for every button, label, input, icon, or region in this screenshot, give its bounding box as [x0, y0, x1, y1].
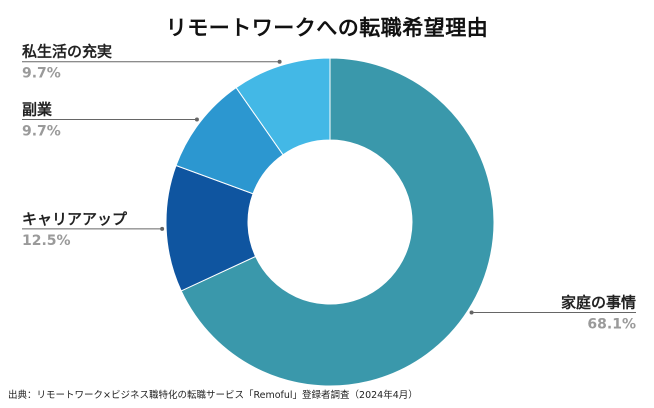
chart-title: リモートワークへの転職希望理由	[165, 16, 489, 40]
label-value-2: 9.7%	[22, 123, 61, 139]
slice-3	[235, 57, 331, 156]
label-name-2: 副業	[22, 100, 53, 118]
label-value-0: 68.1%	[587, 316, 636, 332]
label-name-1: キャリアアップ	[22, 210, 128, 228]
slice-0	[180, 57, 495, 387]
label-name-0: 家庭の事情	[561, 293, 636, 311]
label-name-3: 私生活の充実	[21, 43, 112, 61]
label-value-3: 9.7%	[22, 66, 61, 82]
source-note: 出典：リモートワーク×ビジネス職特化の転職サービス「Remoful」登録者調査（…	[8, 390, 418, 401]
label-value-1: 12.5%	[22, 233, 71, 249]
